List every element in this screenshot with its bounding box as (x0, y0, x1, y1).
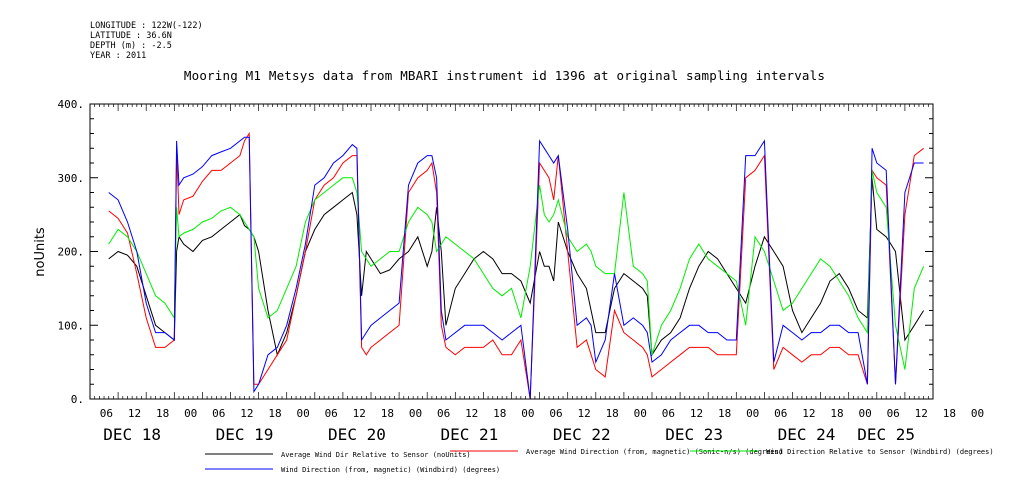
x-hour-label: 06 (212, 407, 225, 420)
legend-label-3: Wind Direction Relative to Sensor (Windb… (766, 448, 994, 456)
x-day-label: DEC 25 (857, 425, 915, 444)
y-tick-label: 400. (58, 98, 85, 111)
x-hour-label: 00 (409, 407, 422, 420)
series-layer (108, 131, 925, 400)
series-line-3 (108, 170, 925, 370)
series-line-2 (108, 131, 924, 400)
legend: Average Wind Dir Relative to Sensor (noU… (205, 448, 994, 474)
y-axis: 0. 100. 200. 300. 400. (58, 98, 933, 406)
x-hour-label: 00 (858, 407, 871, 420)
x-hour-label: 12 (465, 407, 478, 420)
x-hour-label: 06 (549, 407, 562, 420)
y-tick-label: 0. (71, 393, 84, 406)
x-hour-label: 00 (634, 407, 647, 420)
series-line-4 (108, 136, 924, 400)
x-hour-label: 00 (746, 407, 759, 420)
legend-label-2: Average Wind Direction (from, magnetic) … (526, 448, 783, 456)
longitude-label: LONGITUDE : 122W(-122) (90, 21, 203, 31)
legend-label-1: Average Wind Dir Relative to Sensor (noU… (281, 451, 471, 459)
x-day-label: DEC 23 (665, 425, 723, 444)
y-axis-label: noUnits (33, 227, 48, 277)
x-hour-label: 18 (943, 407, 956, 420)
x-hour-label: 18 (606, 407, 619, 420)
x-hour-label: 06 (774, 407, 787, 420)
x-hour-label: 12 (915, 407, 928, 420)
x-day-label: DEC 22 (553, 425, 611, 444)
x-hour-label: 06 (662, 407, 675, 420)
chart-title: Mooring M1 Metsys data from MBARI instru… (183, 68, 826, 83)
metadata-block: LONGITUDE : 122W(-122) LATITUDE : 36.6N … (90, 21, 203, 61)
x-hour-label: 12 (240, 407, 253, 420)
y-tick-label: 300. (58, 172, 85, 185)
x-hour-label: 18 (830, 407, 843, 420)
x-hour-label: 12 (577, 407, 590, 420)
y-tick-label: 100. (58, 319, 85, 332)
x-hour-label: 06 (887, 407, 900, 420)
x-hour-label: 06 (437, 407, 450, 420)
year-label: YEAR : 2011 (90, 51, 147, 61)
depth-label: DEPTH (m) : -2.5 (90, 41, 172, 51)
x-hour-label: 00 (521, 407, 534, 420)
x-hour-label: 06 (325, 407, 338, 420)
x-hour-label: 12 (690, 407, 703, 420)
x-day-label: DEC 24 (778, 425, 836, 444)
x-day-label: DEC 18 (103, 425, 161, 444)
x-hour-label: 12 (802, 407, 815, 420)
x-hour-label: 18 (268, 407, 281, 420)
x-day-label: DEC 20 (328, 425, 386, 444)
x-day-label: DEC 21 (440, 425, 498, 444)
y-tick-label: 200. (58, 246, 85, 259)
x-hour-label: 18 (718, 407, 731, 420)
x-hour-label: 00 (184, 407, 197, 420)
latitude-label: LATITUDE : 36.6N (90, 31, 172, 41)
x-axis: 06 12 18 00 06 12 18 00 06 12 18 00 06 12 18 00 06 12 18 00… (89, 104, 984, 444)
x-hour-label: 12 (353, 407, 366, 420)
x-hour-label: 12 (128, 407, 141, 420)
x-hour-label: 18 (156, 407, 169, 420)
x-hour-label: 18 (493, 407, 506, 420)
x-hour-label: 06 (100, 407, 113, 420)
legend-label-4: Wind Direction (from, magnetic) (Windbir… (281, 466, 500, 474)
x-day-label: DEC 19 (216, 425, 274, 444)
x-hour-label: 00 (296, 407, 309, 420)
x-hour-label: 18 (381, 407, 394, 420)
series-line-1 (108, 177, 925, 357)
x-hour-label: 00 (971, 407, 984, 420)
